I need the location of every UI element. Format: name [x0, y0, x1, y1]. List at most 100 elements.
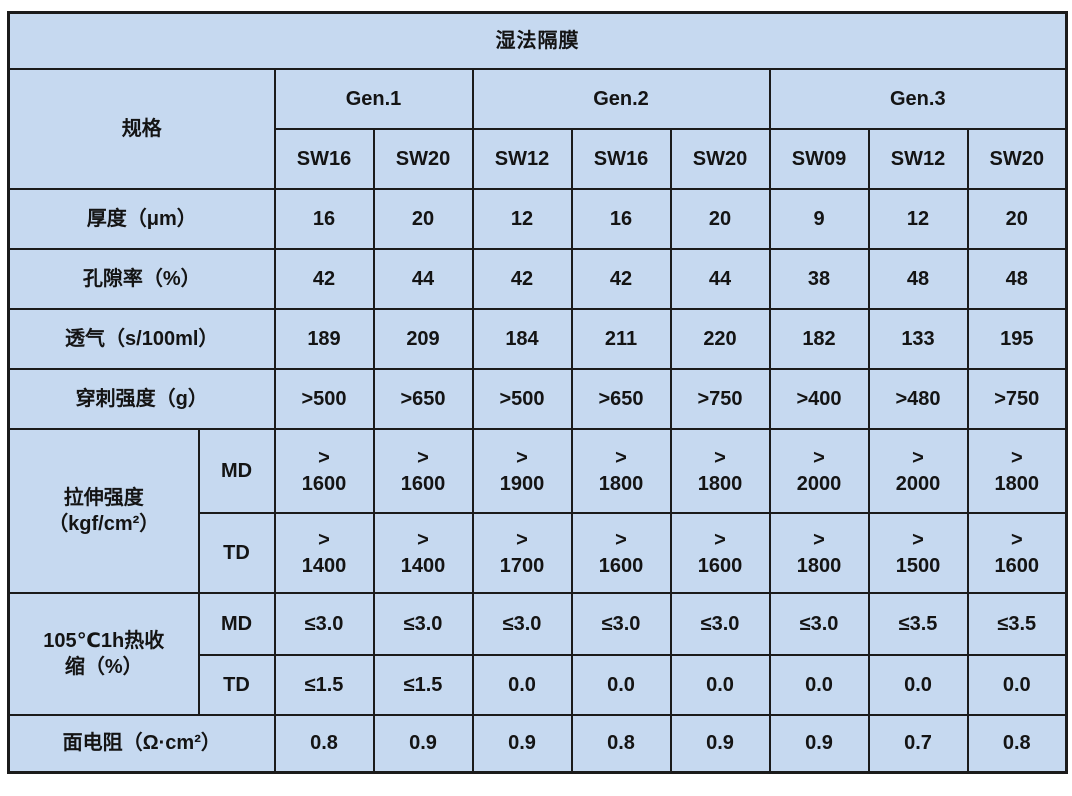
puncture-row: 穿刺强度（g） >500 >650 >500 >650 >750 >400 >4… [7, 367, 1068, 430]
cell-value: 0.8 [570, 713, 672, 774]
cell-value: 16 [570, 187, 672, 250]
resistance-row: 面电阻（Ω·cm²） 0.8 0.9 0.9 0.8 0.9 0.9 0.7 0… [7, 713, 1068, 774]
permeability-row: 透气（s/100ml） 189 209 184 211 220 182 133 … [7, 307, 1068, 370]
row-label-permeability: 透气（s/100ml） [7, 307, 276, 370]
cell-value: 0.9 [669, 713, 771, 774]
cell-value: 0.0 [966, 653, 1068, 716]
cell-value: 0.8 [273, 713, 375, 774]
cell-value: > 1600 [669, 511, 771, 594]
cell-value: 182 [768, 307, 870, 370]
cell-value: >750 [966, 367, 1068, 430]
cell-value: 44 [372, 247, 474, 310]
generation-header-row: 规格 Gen.1 Gen.2 Gen.3 [7, 67, 1068, 190]
cell-value: >650 [372, 367, 474, 430]
cell-value: > 1700 [471, 511, 573, 594]
cell-value: > 1900 [471, 427, 573, 514]
model-header-row: SW16 SW20 SW12 SW16 SW20 SW09 SW12 SW20 [9, 127, 1068, 190]
cell-value: 12 [471, 187, 573, 250]
tensile-md-row: 拉伸强度 （kgf/cm²） MD > 1600 > 1600 > 1900 >… [7, 427, 1068, 594]
cell-value: 195 [966, 307, 1068, 370]
model-header: SW09 [768, 127, 870, 190]
model-header: SW12 [867, 127, 969, 190]
cell-value: 0.9 [768, 713, 870, 774]
row-label-thickness: 厚度（μm） [7, 187, 276, 250]
model-header: SW20 [966, 127, 1068, 190]
cell-value: 12 [867, 187, 969, 250]
cell-value: 184 [471, 307, 573, 370]
cell-value: > 2000 [867, 427, 969, 514]
cell-value: 189 [273, 307, 375, 370]
cell-value: 0.9 [372, 713, 474, 774]
cell-value: 38 [768, 247, 870, 310]
cell-value: >500 [471, 367, 573, 430]
sub-label-md: MD [197, 427, 276, 514]
cell-value: > 1600 [966, 511, 1068, 594]
model-header: SW16 [273, 127, 375, 190]
cell-value: 0.0 [768, 653, 870, 716]
cell-value: ≤3.5 [867, 591, 969, 656]
cell-value: > 1800 [669, 427, 771, 514]
model-header: SW16 [570, 127, 672, 190]
sub-label-td: TD [197, 653, 276, 716]
cell-value: 44 [669, 247, 771, 310]
cell-value: ≤3.0 [273, 591, 375, 656]
cell-value: ≤1.5 [372, 653, 474, 716]
model-header: SW20 [372, 127, 474, 190]
cell-value: > 2000 [768, 427, 870, 514]
cell-value: 0.9 [471, 713, 573, 774]
model-header: SW20 [669, 127, 771, 190]
cell-value: 48 [966, 247, 1068, 310]
cell-value: 48 [867, 247, 969, 310]
cell-value: >750 [669, 367, 771, 430]
cell-value: > 1600 [372, 427, 474, 514]
row-label-shrinkage: 105℃1h热收 缩（%） [7, 591, 200, 716]
cell-value: 220 [669, 307, 771, 370]
cell-value: 0.0 [867, 653, 969, 716]
cell-value: 20 [372, 187, 474, 250]
cell-value: 133 [867, 307, 969, 370]
group-header-gen3: Gen.3 [768, 67, 1068, 130]
cell-value: > 1500 [867, 511, 969, 594]
shrinkage-md-row: 105℃1h热收 缩（%） MD ≤3.0 ≤3.0 ≤3.0 ≤3.0 ≤3.… [7, 591, 1068, 716]
shrinkage-td-row: TD ≤1.5 ≤1.5 0.0 0.0 0.0 0.0 0.0 0.0 [9, 653, 1068, 716]
spec-header-cell: 规格 [7, 67, 276, 190]
cell-value: >650 [570, 367, 672, 430]
cell-value: ≤1.5 [273, 653, 375, 716]
porosity-row: 孔隙率（%） 42 44 42 42 44 38 48 48 [7, 247, 1068, 310]
cell-value: 0.7 [867, 713, 969, 774]
sub-label-md: MD [197, 591, 276, 656]
cell-value: > 1400 [372, 511, 474, 594]
sub-label-td: TD [197, 511, 276, 594]
cell-value: >400 [768, 367, 870, 430]
separator-spec-table: 湿法隔膜 规格 Gen.1 Gen.2 Gen.3 SW16 SW20 SW12… [7, 11, 1069, 774]
group-header-gen2: Gen.2 [471, 67, 771, 130]
cell-value: 209 [372, 307, 474, 370]
cell-value: 9 [768, 187, 870, 250]
cell-value: ≤3.0 [570, 591, 672, 656]
cell-value: ≤3.0 [372, 591, 474, 656]
cell-value: 20 [669, 187, 771, 250]
table-title: 湿法隔膜 [7, 11, 1068, 70]
cell-value: >500 [273, 367, 375, 430]
cell-value: >480 [867, 367, 969, 430]
cell-value: > 1800 [768, 511, 870, 594]
cell-value: 16 [273, 187, 375, 250]
cell-value: 0.8 [966, 713, 1068, 774]
group-header-gen1: Gen.1 [273, 67, 474, 130]
cell-value: ≤3.0 [768, 591, 870, 656]
cell-value: 20 [966, 187, 1068, 250]
row-label-tensile: 拉伸强度 （kgf/cm²） [7, 427, 200, 594]
model-header: SW12 [471, 127, 573, 190]
cell-value: ≤3.0 [471, 591, 573, 656]
cell-value: 0.0 [570, 653, 672, 716]
title-row: 湿法隔膜 [7, 11, 1068, 70]
cell-value: 42 [471, 247, 573, 310]
cell-value: > 1600 [570, 511, 672, 594]
cell-value: > 1600 [273, 427, 375, 514]
cell-value: ≤3.0 [669, 591, 771, 656]
cell-value: > 1800 [570, 427, 672, 514]
cell-value: 0.0 [669, 653, 771, 716]
row-label-porosity: 孔隙率（%） [7, 247, 276, 310]
thickness-row: 厚度（μm） 16 20 12 16 20 9 12 20 [7, 187, 1068, 250]
